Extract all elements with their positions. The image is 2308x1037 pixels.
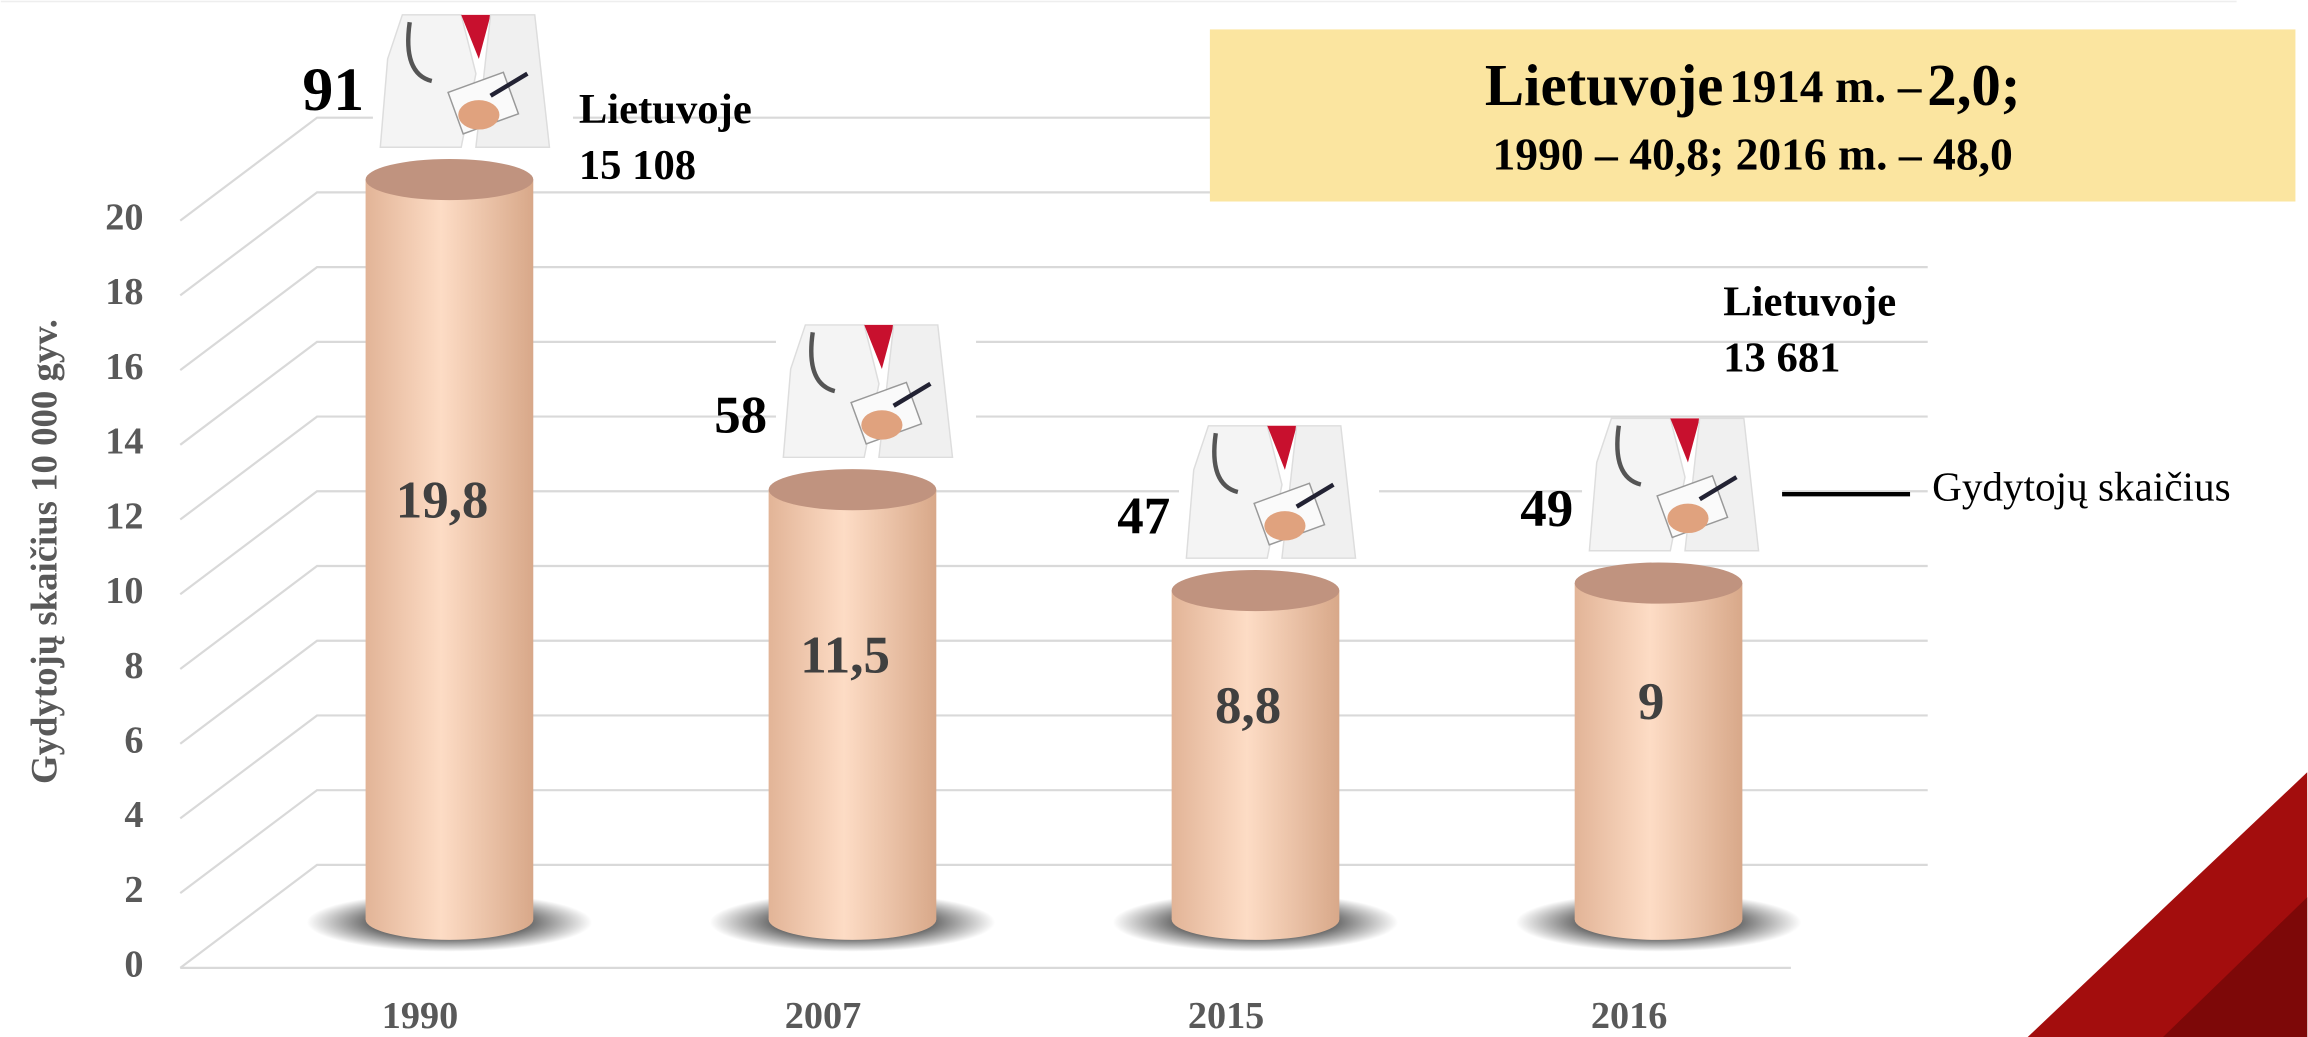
y-tick-label: 20	[105, 196, 143, 238]
grid-line	[179, 789, 1928, 895]
bar	[1171, 569, 1340, 940]
y-tick-label: 2	[124, 869, 143, 911]
info-part: 2,0;	[1927, 53, 2020, 118]
grid-line	[179, 714, 1928, 820]
bar	[768, 469, 937, 940]
doctor-icon	[776, 325, 976, 457]
doctor-icon	[1582, 418, 1782, 550]
bar-body	[1171, 590, 1340, 920]
arrow-label: Gydytojų skaičius	[1932, 464, 2230, 510]
info-line: 1990 – 40,8; 2016 m. – 48,0	[1493, 128, 2013, 179]
y-tick-label: 14	[105, 421, 143, 463]
y-tick-label: 4	[124, 794, 143, 836]
corner-decoration	[2163, 897, 2308, 1037]
doctor-icon	[373, 15, 573, 147]
bar-body	[1574, 583, 1743, 920]
x-tick-label: 2007	[785, 995, 861, 1037]
bar-top	[1171, 569, 1340, 612]
grid-line	[179, 340, 1928, 446]
bar-bottom	[768, 898, 937, 940]
y-tick-label: 18	[105, 271, 143, 313]
doctor-icon	[1179, 426, 1379, 558]
info-part: Lietuvoje	[1485, 53, 1724, 118]
annotation: Lietuvoje	[1723, 279, 1896, 326]
y-tick-label: 12	[105, 495, 143, 537]
info-part: 1914 m. –	[1729, 61, 1922, 113]
info-line: Lietuvoje 1914 m. – 2,0;	[1485, 53, 2021, 118]
bar	[1574, 562, 1743, 940]
value-label: 11,5	[800, 627, 890, 685]
y-tick-label: 10	[105, 570, 143, 612]
value-label: 9	[1638, 673, 1664, 731]
value-label: 8,8	[1215, 677, 1281, 735]
bar-top	[1574, 562, 1743, 604]
value-label: 19,8	[396, 471, 489, 529]
y-tick-label: 16	[105, 346, 143, 388]
y-tick-label: 0	[124, 944, 143, 986]
bar	[365, 158, 534, 940]
grid-line	[179, 490, 1928, 596]
y-tick-label: 6	[124, 719, 143, 761]
grid-line	[179, 863, 1928, 969]
y-tick-label: 8	[124, 645, 143, 687]
bar-top	[365, 158, 534, 201]
grid-line	[179, 564, 1928, 670]
y-axis-label: Gydytojų skaičius 10 000 gyv.	[23, 319, 64, 784]
grid-line	[179, 639, 1928, 745]
doctor-count: 91	[302, 56, 364, 124]
info-box	[1209, 29, 2296, 202]
bar-body	[365, 179, 534, 920]
x-tick-label: 2016	[1591, 995, 1667, 1037]
grid-line	[179, 266, 1928, 371]
annotation: 13 681	[1723, 335, 1840, 382]
doctor-count: 47	[1117, 488, 1170, 546]
bar-body	[768, 489, 937, 920]
doctor-count: 58	[714, 387, 767, 445]
x-tick-label: 2015	[1188, 995, 1264, 1037]
annotation: Lietuvoje	[579, 86, 752, 133]
x-tick-label: 1990	[382, 995, 458, 1037]
bar-top	[768, 469, 937, 511]
doctor-count: 49	[1520, 480, 1573, 538]
bar-bottom	[1171, 898, 1340, 940]
bar-bottom	[365, 898, 534, 940]
grid-line	[179, 415, 1928, 521]
annotation: 15 108	[579, 142, 696, 189]
bar-bottom	[1574, 898, 1743, 940]
